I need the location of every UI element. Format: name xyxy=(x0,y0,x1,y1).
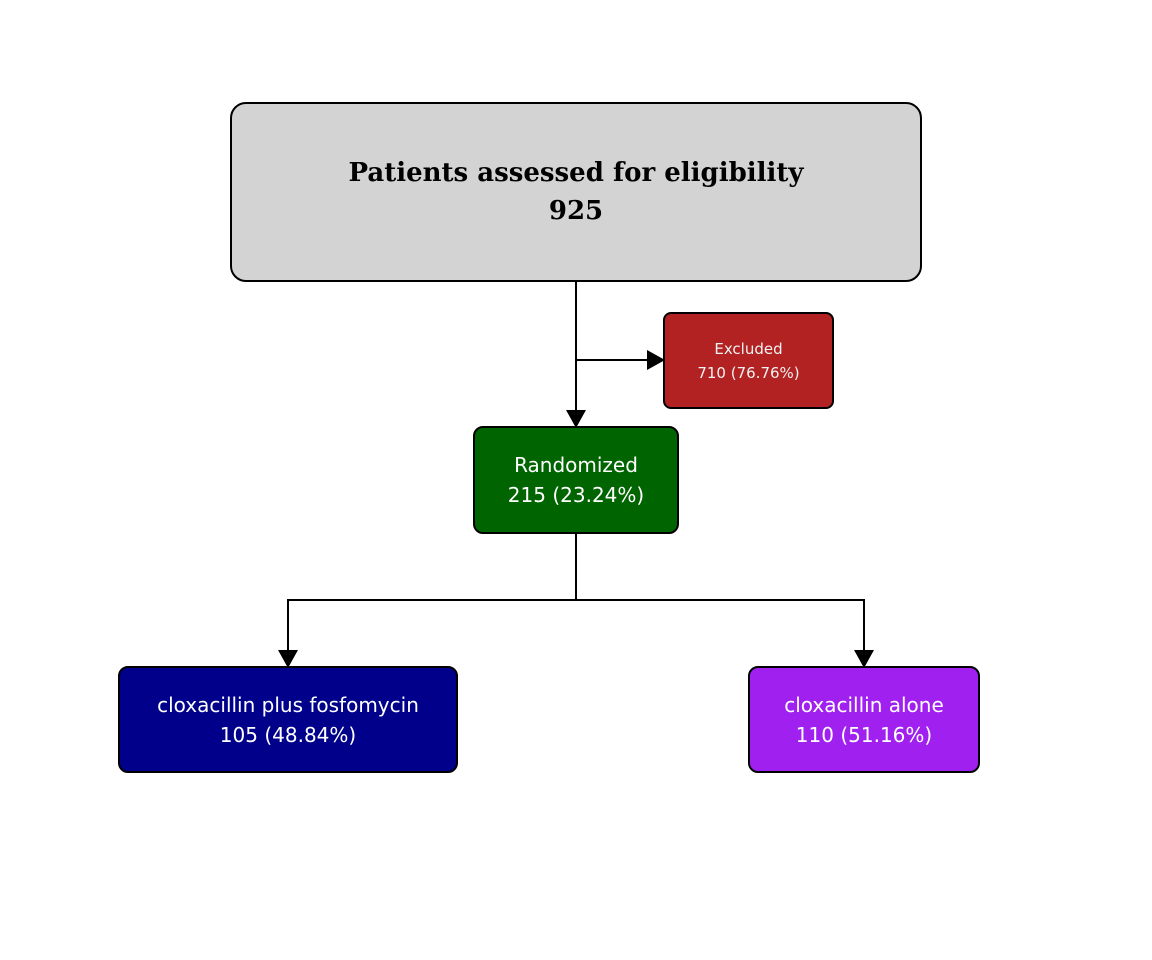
eligibility-box: Patients assessed for eligibility 925 xyxy=(230,102,922,282)
excluded-label: Excluded xyxy=(714,339,783,358)
excluded-box: Excluded 710 (76.76%) xyxy=(663,312,834,409)
arrowhead-excluded xyxy=(647,350,665,370)
randomized-box: Randomized 215 (23.24%) xyxy=(473,426,679,534)
arrowhead-randomized xyxy=(566,410,586,428)
randomized-count: 215 (23.24%) xyxy=(507,483,645,507)
arm-box-cloxacillin-plus-fosfomycin: cloxacillin plus fosfomycin 105 (48.84%) xyxy=(118,666,458,773)
arrowhead-arm-b xyxy=(854,650,874,668)
arm-box-cloxacillin-alone: cloxacillin alone 110 (51.16%) xyxy=(748,666,980,773)
eligibility-label: Patients assessed for eligibility xyxy=(348,158,804,188)
arrowhead-arm-a xyxy=(278,650,298,668)
arm-label: cloxacillin plus fosfomycin xyxy=(157,692,419,717)
randomized-label: Randomized xyxy=(514,453,638,477)
arm-label: cloxacillin alone xyxy=(784,692,944,717)
excluded-count: 710 (76.76%) xyxy=(697,363,800,382)
arm-count: 105 (48.84%) xyxy=(219,722,357,747)
arm-count: 110 (51.16%) xyxy=(795,722,933,747)
eligibility-count: 925 xyxy=(548,196,604,226)
